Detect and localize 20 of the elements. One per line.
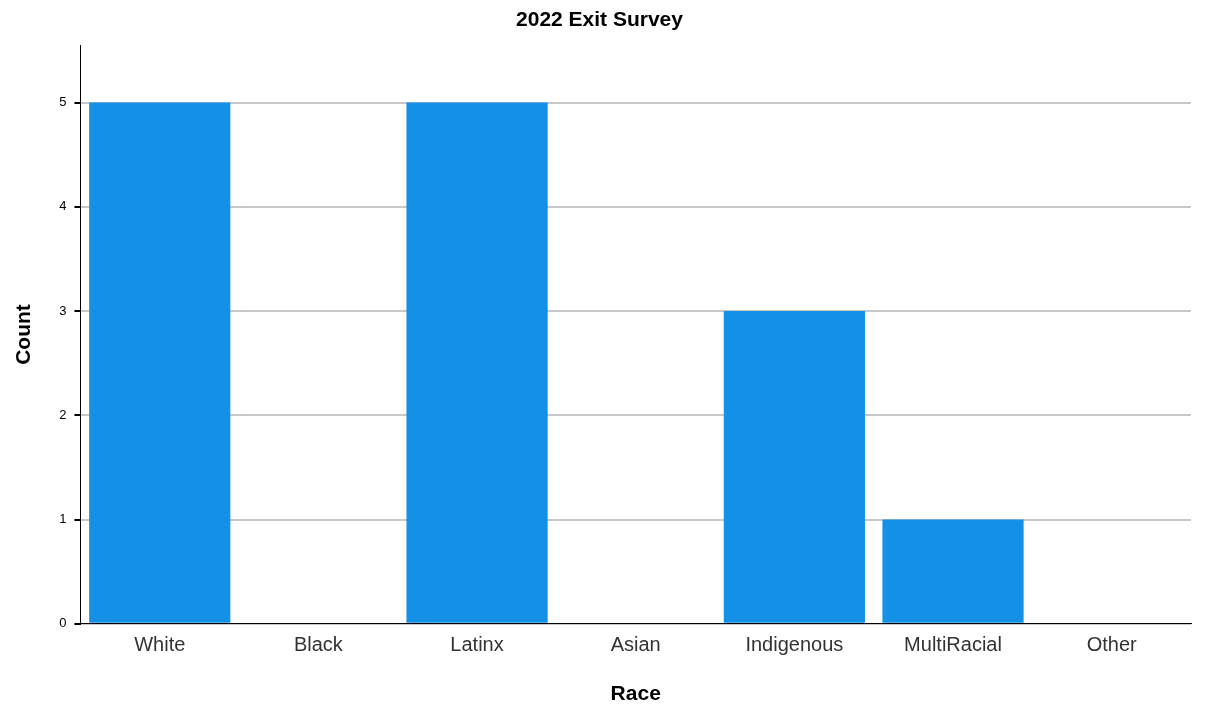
bar [882,519,1024,623]
y-tick-label: 5 [59,94,67,110]
y-tick-label: 1 [59,511,67,527]
x-tick-label: Other [1086,633,1138,656]
x-tick-label: Black [293,633,344,656]
chart-title: 2022 Exit Survey [516,7,684,31]
y-tick-label: 4 [59,198,67,214]
x-tick-label: White [134,633,186,656]
x-tick-label: Indigenous [745,633,844,656]
bar [723,311,865,623]
bar [89,102,231,623]
x-tick-label: Asian [610,633,661,656]
y-tick-label: 3 [59,302,67,318]
x-axis-title: Race [610,681,661,705]
x-tick-label: Latinx [450,633,504,656]
bar [406,102,548,623]
x-tick-label: MultiRacial [904,633,1002,656]
y-tick-label: 2 [59,406,67,422]
y-axis-title: Count [11,304,35,365]
y-tick-label: 0 [59,615,67,631]
